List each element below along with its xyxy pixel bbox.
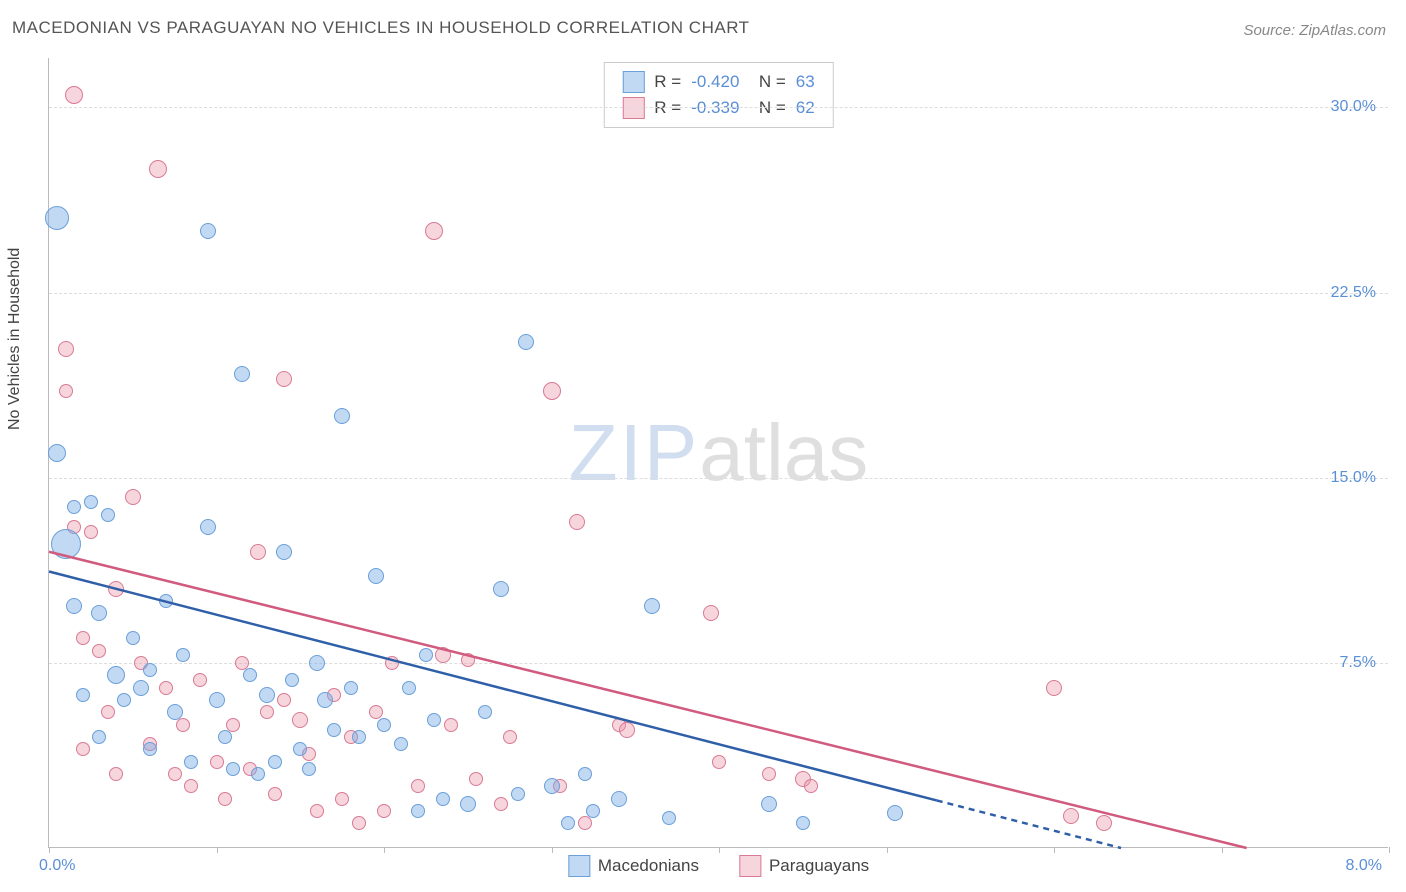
legend-item-macedonians: Macedonians <box>568 855 699 877</box>
swatch-paraguayans-icon <box>739 855 761 877</box>
source-attribution: Source: ZipAtlas.com <box>1243 22 1386 39</box>
swatch-macedonians-icon <box>568 855 590 877</box>
series-legend: Macedonians Paraguayans <box>568 855 869 877</box>
x-tick <box>1389 847 1390 853</box>
chart-title: MACEDONIAN VS PARAGUAYAN NO VEHICLES IN … <box>12 18 750 38</box>
y-axis-label: No Vehicles in Household <box>6 248 24 430</box>
legend-label: Macedonians <box>598 856 699 876</box>
scatter-plot: ZIPatlas R = -0.420 N = 63 R = -0.339 N … <box>48 58 1388 848</box>
trendlines <box>49 58 1389 848</box>
legend-label: Paraguayans <box>769 856 869 876</box>
x-tick-label-min: 0.0% <box>39 857 75 875</box>
legend-item-paraguayans: Paraguayans <box>739 855 869 877</box>
x-tick-label-max: 8.0% <box>1346 857 1382 875</box>
